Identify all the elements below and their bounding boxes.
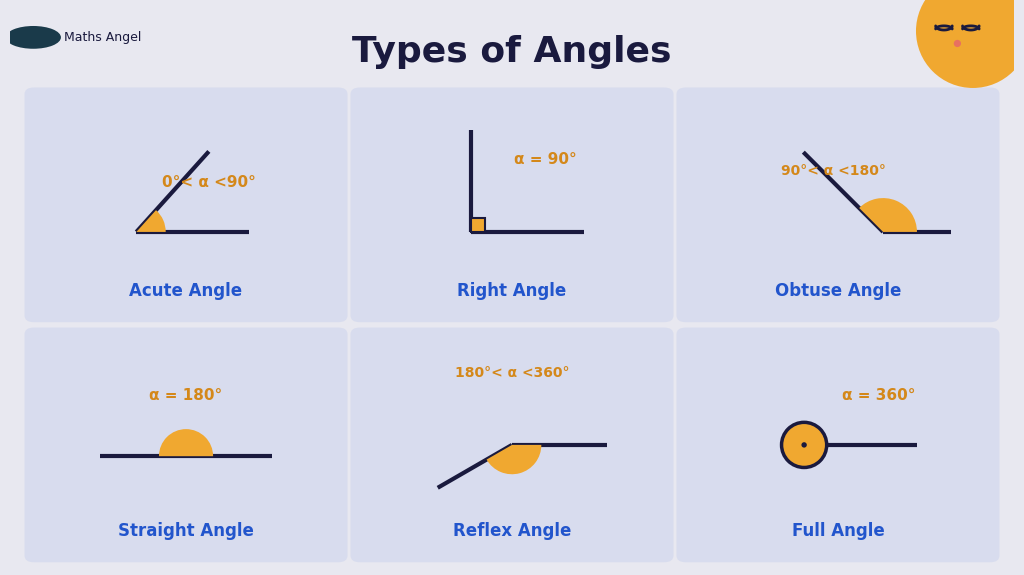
- Text: 180°< α <360°: 180°< α <360°: [455, 366, 569, 380]
- Circle shape: [916, 0, 1024, 88]
- FancyBboxPatch shape: [677, 87, 999, 322]
- Wedge shape: [136, 210, 166, 232]
- Wedge shape: [486, 445, 542, 474]
- Text: Obtuse Angle: Obtuse Angle: [775, 282, 901, 300]
- Wedge shape: [159, 429, 213, 456]
- Text: Maths Angel: Maths Angel: [63, 31, 141, 44]
- FancyBboxPatch shape: [677, 328, 999, 562]
- Text: Acute Angle: Acute Angle: [129, 282, 243, 300]
- Text: Reflex Angle: Reflex Angle: [453, 522, 571, 540]
- FancyBboxPatch shape: [350, 87, 674, 322]
- FancyBboxPatch shape: [25, 87, 347, 322]
- Text: Right Angle: Right Angle: [458, 282, 566, 300]
- Text: α = 180°: α = 180°: [150, 388, 222, 402]
- Circle shape: [953, 40, 961, 47]
- Text: Full Angle: Full Angle: [792, 522, 885, 540]
- Text: 0°< α <90°: 0°< α <90°: [162, 175, 256, 190]
- Text: Types of Angles: Types of Angles: [352, 34, 672, 69]
- Text: α = 90°: α = 90°: [514, 152, 578, 167]
- Text: Straight Angle: Straight Angle: [118, 522, 254, 540]
- FancyBboxPatch shape: [25, 328, 347, 562]
- FancyBboxPatch shape: [350, 328, 674, 562]
- Circle shape: [781, 422, 826, 467]
- Wedge shape: [859, 198, 916, 232]
- Text: α = 360°: α = 360°: [842, 388, 915, 402]
- Text: 90°< α <180°: 90°< α <180°: [781, 164, 886, 178]
- Bar: [471, 218, 485, 232]
- Circle shape: [802, 442, 807, 447]
- Circle shape: [6, 26, 61, 49]
